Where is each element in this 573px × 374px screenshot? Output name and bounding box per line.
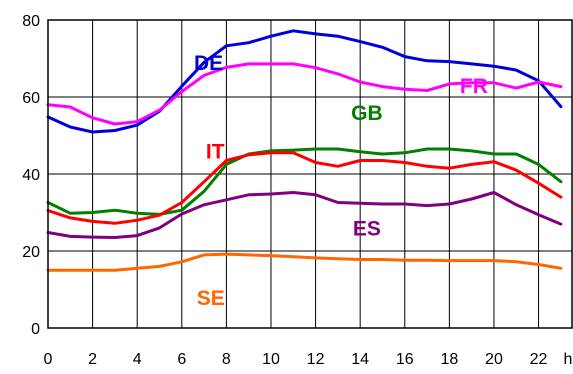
y-tick-label: 80 <box>22 13 40 30</box>
y-tick-label: 20 <box>22 244 40 261</box>
series-label-se: SE <box>197 287 225 310</box>
x-tick-labels: 0 2 4 6 8 10 12 14 16 18 20 22 <box>44 351 548 368</box>
x-tick-label: 20 <box>485 351 503 368</box>
x-tick-label: 22 <box>530 351 548 368</box>
x-tick-label: 4 <box>133 351 142 368</box>
x-tick-label: 14 <box>351 351 369 368</box>
series-line-se <box>46 252 563 272</box>
series-label-it: IT <box>206 141 225 164</box>
series-line-fr <box>46 62 563 126</box>
plot-area <box>47 19 573 329</box>
series-label-fr: FR <box>460 75 488 98</box>
series-label-gb: GB <box>351 102 383 125</box>
x-tick-label: 12 <box>307 351 325 368</box>
x-tick-label: 0 <box>44 351 53 368</box>
x-tick-label: 8 <box>222 351 231 368</box>
x-tick-label: 10 <box>262 351 280 368</box>
series-line-it <box>46 151 563 225</box>
series-labels: DE FR GB IT ES SE <box>194 52 488 310</box>
x-tick-label: 2 <box>88 351 97 368</box>
series-label-de: DE <box>194 52 223 75</box>
series-label-es: ES <box>353 218 381 241</box>
series-line-gb <box>46 147 563 216</box>
y-tick-label: 0 <box>31 321 40 338</box>
series-lines <box>46 29 563 272</box>
x-tick-label: 16 <box>396 351 414 368</box>
series-line-de <box>46 29 563 134</box>
y-tick-label: 40 <box>22 167 40 184</box>
y-tick-label: 60 <box>22 90 40 107</box>
x-tick-label: 6 <box>177 351 186 368</box>
x-unit-label: h <box>564 351 573 368</box>
x-tick-label: 18 <box>440 351 458 368</box>
y-tick-labels: 0 20 40 60 80 <box>22 13 40 338</box>
series-line-es <box>46 191 563 239</box>
